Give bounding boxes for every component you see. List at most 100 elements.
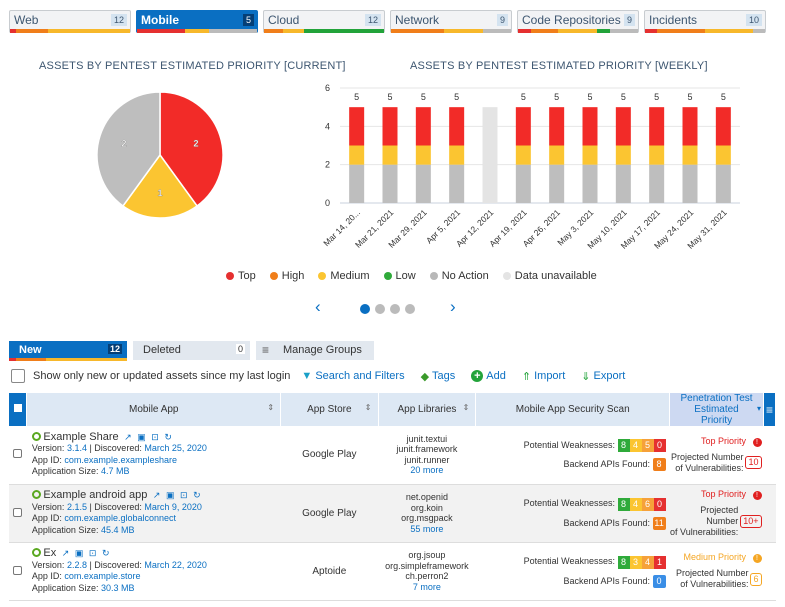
next-chart-button[interactable]: › bbox=[450, 297, 456, 316]
pie-slice-no-action[interactable] bbox=[96, 91, 161, 208]
page-dot-3[interactable] bbox=[390, 304, 400, 314]
pie-slice-top[interactable] bbox=[159, 91, 224, 208]
page-dot-1[interactable] bbox=[360, 304, 370, 314]
bar-medium[interactable] bbox=[449, 145, 465, 165]
bar-medium[interactable] bbox=[382, 145, 398, 165]
external-link-icon[interactable]: ↗ bbox=[61, 548, 70, 558]
bar-no-action[interactable] bbox=[549, 164, 565, 203]
prev-chart-button[interactable]: ‹ bbox=[315, 297, 321, 316]
bar-no-action[interactable] bbox=[615, 164, 631, 203]
info-icon[interactable]: ! bbox=[752, 554, 762, 563]
tags-button[interactable]: ◆ Tags bbox=[421, 370, 456, 383]
bar-top[interactable] bbox=[582, 107, 598, 146]
app-name-link[interactable]: Example Share bbox=[43, 430, 119, 443]
details-icon[interactable]: ⊡ bbox=[180, 490, 188, 500]
bar-top[interactable] bbox=[349, 107, 365, 146]
legend-item-high[interactable]: High bbox=[269, 270, 304, 282]
col-security-scan[interactable]: Mobile App Security Scan bbox=[475, 393, 671, 426]
row-checkbox[interactable] bbox=[13, 507, 23, 517]
legend-item-no-action[interactable]: No Action bbox=[429, 270, 489, 282]
col-app-libraries[interactable]: App Libraries ⇕ bbox=[378, 393, 477, 426]
bar-no-action[interactable] bbox=[415, 164, 431, 203]
show-only-new-checkbox[interactable] bbox=[11, 369, 25, 383]
row-checkbox[interactable] bbox=[13, 565, 23, 575]
bar-medium[interactable] bbox=[415, 145, 431, 165]
details-icon[interactable]: ⊡ bbox=[88, 548, 97, 558]
manage-groups-button[interactable]: ≡ Manage Groups bbox=[256, 341, 374, 360]
apis-count-badge[interactable]: 8 bbox=[652, 458, 666, 472]
bar-top[interactable] bbox=[515, 107, 531, 146]
apis-count-badge[interactable]: 0 bbox=[652, 574, 666, 588]
category-tab-network[interactable]: Network 9 bbox=[390, 10, 512, 33]
info-icon[interactable]: ! bbox=[752, 490, 762, 500]
document-icon[interactable]: ▣ bbox=[137, 431, 146, 442]
bar-no-action[interactable] bbox=[682, 164, 698, 203]
bar-no-action[interactable] bbox=[582, 164, 598, 203]
details-icon[interactable]: ⊡ bbox=[151, 431, 159, 442]
info-icon[interactable]: ! bbox=[752, 437, 762, 447]
legend-item-top[interactable]: Top bbox=[226, 270, 256, 282]
page-dot-4[interactable] bbox=[405, 304, 415, 314]
select-all-cell[interactable] bbox=[9, 393, 28, 426]
add-button[interactable]: + Add bbox=[471, 370, 506, 382]
bar-medium[interactable] bbox=[582, 145, 598, 165]
legend-item-medium[interactable]: Medium bbox=[318, 270, 370, 282]
bar-no-action[interactable] bbox=[382, 164, 398, 203]
tab-new[interactable]: New 12 bbox=[9, 341, 127, 361]
legend-item-data-unavailable[interactable]: Data unavailable bbox=[502, 270, 597, 282]
history-icon[interactable]: ↻ bbox=[193, 490, 201, 500]
bar-top[interactable] bbox=[549, 107, 565, 146]
bar-no-action[interactable] bbox=[649, 164, 665, 203]
bar-top[interactable] bbox=[649, 107, 665, 146]
category-tab-code-repositories[interactable]: Code Repositories 9 bbox=[517, 10, 639, 33]
bar-no-action[interactable] bbox=[349, 164, 365, 203]
row-checkbox[interactable] bbox=[13, 449, 23, 459]
bar-no-action[interactable] bbox=[715, 164, 731, 203]
category-tab-web[interactable]: Web 12 bbox=[9, 10, 131, 33]
col-pentest-priority[interactable]: Penetration Test Estimated Priority ▾ bbox=[669, 393, 764, 426]
history-icon[interactable]: ↻ bbox=[164, 431, 172, 442]
column-menu-button[interactable]: ≡ bbox=[763, 393, 777, 426]
category-tab-incidents[interactable]: Incidents 10 bbox=[644, 10, 766, 33]
bar-medium[interactable] bbox=[682, 145, 698, 165]
bar-top[interactable] bbox=[415, 107, 431, 146]
pie-slice-medium[interactable] bbox=[121, 153, 199, 219]
apis-count-badge[interactable]: 11 bbox=[652, 516, 666, 530]
document-icon[interactable]: ▣ bbox=[165, 490, 175, 500]
bar-top[interactable] bbox=[682, 107, 698, 146]
more-libraries-link[interactable]: 7 more bbox=[412, 581, 441, 592]
select-all-checkbox[interactable] bbox=[13, 404, 22, 412]
history-icon[interactable]: ↻ bbox=[101, 548, 110, 558]
bar-no-action[interactable] bbox=[449, 164, 465, 203]
bar-medium[interactable] bbox=[549, 145, 565, 165]
bar-no-action[interactable] bbox=[515, 164, 531, 203]
legend-item-low[interactable]: Low bbox=[383, 270, 416, 282]
more-libraries-link[interactable]: 55 more bbox=[410, 523, 444, 534]
import-button[interactable]: ⇑ Import bbox=[522, 370, 565, 383]
document-icon[interactable]: ▣ bbox=[74, 548, 84, 558]
bar-top[interactable] bbox=[715, 107, 731, 146]
category-tab-cloud[interactable]: Cloud 12 bbox=[263, 10, 385, 33]
tab-deleted[interactable]: Deleted 0 bbox=[133, 341, 250, 360]
search-filters-button[interactable]: ▼ Search and Filters bbox=[301, 370, 404, 382]
category-tab-mobile[interactable]: Mobile 5 bbox=[136, 10, 258, 33]
export-button[interactable]: ⇓ Export bbox=[581, 370, 625, 383]
bar-medium[interactable] bbox=[615, 145, 631, 165]
bar-top[interactable] bbox=[382, 107, 398, 146]
external-link-icon[interactable]: ↗ bbox=[124, 431, 132, 442]
bar-medium[interactable] bbox=[349, 145, 365, 165]
app-name-link[interactable]: Example android app bbox=[43, 489, 148, 501]
col-app-store[interactable]: App Store ⇕ bbox=[280, 393, 379, 426]
bar-top[interactable] bbox=[449, 107, 465, 146]
app-name-link[interactable]: Ex bbox=[43, 547, 57, 559]
bar-data-unavailable[interactable] bbox=[482, 107, 498, 203]
page-dot-2[interactable] bbox=[375, 304, 385, 314]
bar-medium[interactable] bbox=[649, 145, 665, 165]
external-link-icon[interactable]: ↗ bbox=[152, 490, 161, 500]
more-libraries-link[interactable]: 20 more bbox=[410, 465, 444, 476]
col-mobile-app[interactable]: Mobile App ⇕ bbox=[26, 393, 282, 426]
bar-top[interactable] bbox=[615, 107, 631, 146]
